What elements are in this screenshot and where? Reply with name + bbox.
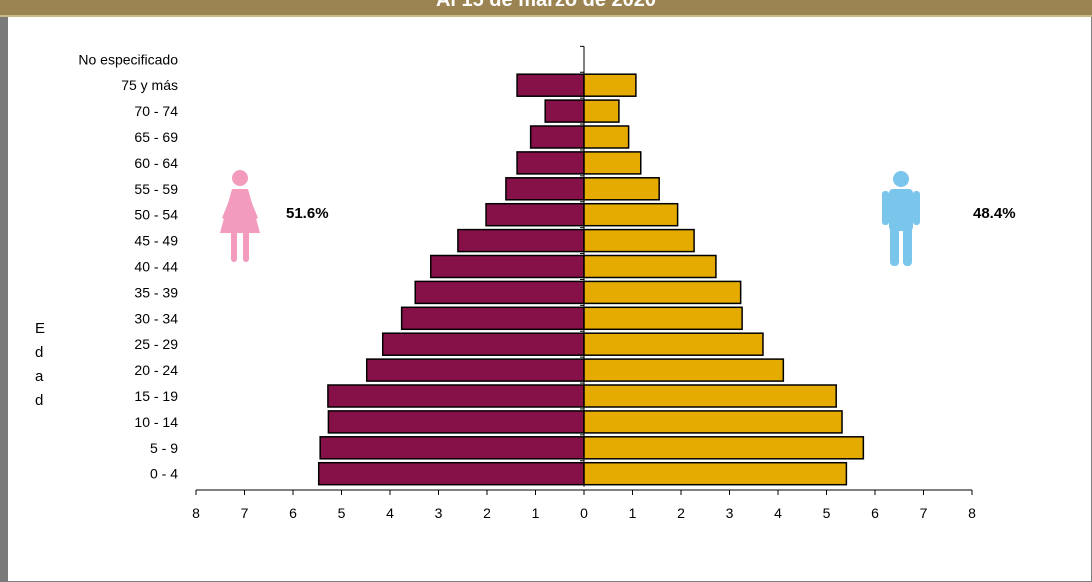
bar-women bbox=[327, 410, 585, 434]
men-percentage: 48.4% bbox=[973, 205, 1016, 222]
category-label: 10 - 14 bbox=[134, 414, 178, 430]
bar-men bbox=[583, 202, 679, 227]
category-label: 45 - 49 bbox=[134, 233, 178, 249]
chart-title: Al 15 de marzo de 2020 bbox=[435, 0, 657, 11]
bar-women bbox=[400, 306, 585, 331]
category-label: No especificado bbox=[78, 51, 178, 67]
category-label: 5 - 9 bbox=[150, 440, 178, 456]
title-bar: Al 15 de marzo de 2020 bbox=[0, 0, 1092, 17]
x-tick-label: 2 bbox=[677, 505, 685, 521]
bar-men bbox=[583, 73, 637, 97]
bar-men bbox=[583, 99, 620, 123]
bar-women bbox=[317, 461, 585, 486]
bars-women bbox=[317, 73, 585, 486]
bar-men bbox=[583, 436, 865, 460]
bar-women bbox=[319, 436, 585, 460]
bar-men bbox=[583, 151, 642, 175]
x-tick-label: 5 bbox=[338, 505, 346, 521]
bar-women bbox=[516, 73, 585, 97]
x-tick-label: 8 bbox=[192, 505, 200, 521]
bar-women bbox=[529, 125, 585, 149]
bar-women bbox=[365, 358, 585, 382]
x-tick-label: 6 bbox=[289, 505, 297, 521]
category-label: 30 - 34 bbox=[134, 310, 178, 326]
y-axis-label-letter: E bbox=[35, 320, 46, 337]
x-tick-label: 1 bbox=[532, 505, 540, 521]
category-label: 50 - 54 bbox=[134, 207, 178, 223]
bar-men bbox=[583, 358, 785, 382]
x-tick-label: 4 bbox=[386, 505, 394, 521]
bar-men bbox=[583, 410, 843, 434]
category-label: 0 - 4 bbox=[150, 466, 178, 482]
x-tick-label: 3 bbox=[726, 505, 734, 521]
x-tick-label: 7 bbox=[920, 505, 928, 521]
x-tick-label: 0 bbox=[580, 505, 588, 521]
bar-men bbox=[583, 461, 848, 486]
category-label: 55 - 59 bbox=[134, 181, 178, 197]
bar-men bbox=[583, 177, 660, 201]
bar-men bbox=[583, 384, 837, 408]
bar-men bbox=[583, 228, 695, 253]
category-label: 35 - 39 bbox=[134, 284, 178, 300]
x-tick-label: 4 bbox=[774, 505, 782, 521]
x-axis: 8 7 6 5 4 3 2 1 0 1 2 3 4 5 6 7 8 bbox=[192, 489, 976, 521]
x-tick-label: 2 bbox=[483, 505, 491, 521]
bar-women bbox=[457, 228, 585, 253]
left-border-bar bbox=[0, 17, 8, 582]
category-label: 65 - 69 bbox=[134, 129, 178, 145]
bar-men bbox=[583, 125, 630, 149]
x-tick-label: 7 bbox=[241, 505, 249, 521]
x-tick-label: 1 bbox=[629, 505, 637, 521]
x-tick-label: 3 bbox=[435, 505, 443, 521]
category-label: 60 - 64 bbox=[134, 155, 178, 171]
bar-men bbox=[583, 306, 743, 331]
bar-women bbox=[485, 202, 585, 227]
y-axis-label-letter: d bbox=[35, 392, 44, 409]
bar-women bbox=[544, 99, 585, 123]
category-label: 15 - 19 bbox=[134, 388, 178, 404]
x-tick-label: 6 bbox=[871, 505, 879, 521]
bar-women bbox=[429, 254, 585, 279]
bar-women bbox=[516, 151, 585, 175]
category-label: 25 - 29 bbox=[134, 336, 178, 352]
category-label: 40 - 44 bbox=[134, 259, 178, 275]
category-labels: 0 - 4 5 - 9 10 - 14 15 - 19 20 - 24 25 - 29 30… bbox=[78, 45, 584, 482]
x-tick-label: 8 bbox=[968, 505, 976, 521]
women-percentage: 51.6% bbox=[286, 205, 329, 222]
category-label: 20 - 24 bbox=[134, 362, 178, 378]
category-label: 75 y más bbox=[121, 77, 178, 93]
y-axis-label-letter: d bbox=[35, 344, 44, 361]
bars-men bbox=[583, 73, 865, 486]
y-axis-label-letter: a bbox=[35, 368, 44, 385]
bar-women bbox=[381, 332, 585, 356]
man-icon bbox=[882, 171, 920, 266]
bar-women bbox=[414, 280, 585, 305]
x-tick-label: 5 bbox=[823, 505, 831, 521]
bar-men bbox=[583, 254, 717, 279]
category-label: 70 - 74 bbox=[134, 103, 178, 119]
bar-women bbox=[327, 384, 585, 408]
bar-men bbox=[583, 332, 764, 356]
woman-icon bbox=[220, 170, 260, 262]
bar-women bbox=[505, 177, 585, 201]
bar-men bbox=[583, 280, 742, 305]
